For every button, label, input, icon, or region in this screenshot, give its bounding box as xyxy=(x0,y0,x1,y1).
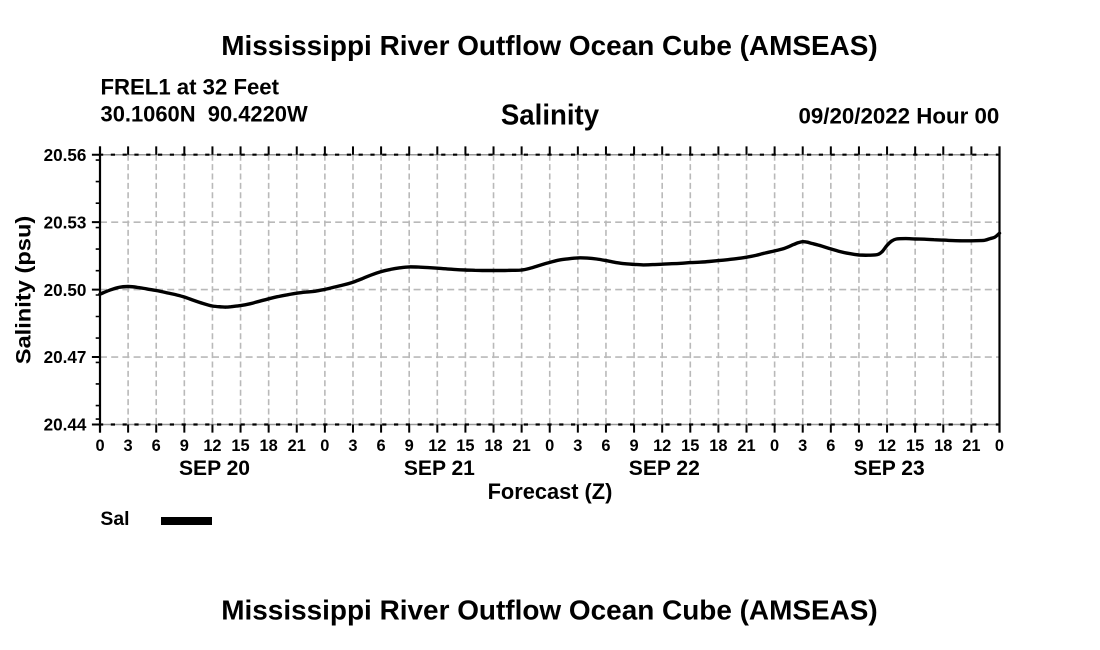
svg-text:21: 21 xyxy=(737,437,755,455)
svg-text:SEP 23: SEP 23 xyxy=(854,457,925,480)
svg-text:SEP 22: SEP 22 xyxy=(629,457,700,480)
svg-text:20.44: 20.44 xyxy=(44,416,87,435)
svg-text:9: 9 xyxy=(630,437,639,455)
svg-text:SEP 21: SEP 21 xyxy=(404,457,475,480)
svg-text:6: 6 xyxy=(601,437,610,455)
svg-text:18: 18 xyxy=(260,437,278,455)
svg-text:09/20/2022 Hour 00: 09/20/2022 Hour 00 xyxy=(799,104,1000,129)
svg-text:15: 15 xyxy=(231,437,249,455)
svg-text:20.50: 20.50 xyxy=(44,281,87,300)
svg-text:18: 18 xyxy=(934,437,952,455)
svg-text:Salinity (psu): Salinity (psu) xyxy=(12,216,36,365)
svg-text:20.47: 20.47 xyxy=(44,348,87,367)
svg-text:3: 3 xyxy=(573,437,582,455)
svg-text:20.53: 20.53 xyxy=(44,213,87,232)
svg-text:3: 3 xyxy=(798,437,807,455)
svg-text:0: 0 xyxy=(995,437,1004,455)
svg-text:Sal: Sal xyxy=(100,508,129,530)
svg-text:15: 15 xyxy=(456,437,474,455)
svg-text:0: 0 xyxy=(95,437,104,455)
svg-text:SEP 20: SEP 20 xyxy=(179,457,250,480)
svg-text:6: 6 xyxy=(826,437,835,455)
svg-text:12: 12 xyxy=(878,437,896,455)
svg-text:12: 12 xyxy=(428,437,446,455)
svg-text:15: 15 xyxy=(681,437,699,455)
svg-text:0: 0 xyxy=(320,437,329,455)
svg-text:9: 9 xyxy=(180,437,189,455)
svg-text:0: 0 xyxy=(545,437,554,455)
svg-text:3: 3 xyxy=(348,437,357,455)
svg-text:Salinity: Salinity xyxy=(501,99,599,131)
svg-text:Mississippi River Outflow Ocea: Mississippi River Outflow Ocean Cube (AM… xyxy=(221,30,878,61)
svg-text:9: 9 xyxy=(405,437,414,455)
svg-text:21: 21 xyxy=(513,437,531,455)
svg-text:12: 12 xyxy=(653,437,671,455)
svg-text:Forecast (Z): Forecast (Z) xyxy=(488,479,613,504)
svg-text:21: 21 xyxy=(962,437,980,455)
svg-text:18: 18 xyxy=(484,437,502,455)
svg-text:Mississippi River Outflow Ocea: Mississippi River Outflow Ocean Cube (AM… xyxy=(221,594,878,625)
svg-text:21: 21 xyxy=(288,437,306,455)
svg-text:20.56: 20.56 xyxy=(44,146,87,165)
svg-text:0: 0 xyxy=(770,437,779,455)
svg-text:18: 18 xyxy=(709,437,727,455)
svg-text:30.1060N 90.4220W: 30.1060N 90.4220W xyxy=(101,102,308,127)
svg-text:6: 6 xyxy=(152,437,161,455)
svg-text:6: 6 xyxy=(377,437,386,455)
svg-text:15: 15 xyxy=(906,437,924,455)
svg-text:12: 12 xyxy=(203,437,221,455)
svg-text:FREL1 at 32 Feet: FREL1 at 32 Feet xyxy=(101,74,280,99)
svg-text:9: 9 xyxy=(854,437,863,455)
svg-text:3: 3 xyxy=(124,437,133,455)
